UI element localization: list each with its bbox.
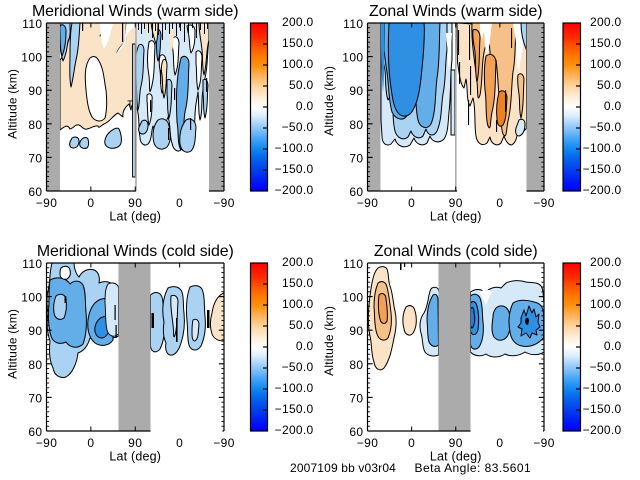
svg-text:100: 100 xyxy=(21,51,42,65)
svg-text:0: 0 xyxy=(87,436,94,450)
svg-text:−90: −90 xyxy=(533,196,555,210)
svg-text:90: 90 xyxy=(128,436,142,450)
svg-text:T: T xyxy=(127,99,133,109)
svg-text:100.0: 100.0 xyxy=(590,57,622,71)
svg-text:60: 60 xyxy=(349,185,363,199)
svg-text:110: 110 xyxy=(343,257,363,271)
svg-text:150.0: 150.0 xyxy=(282,276,314,290)
svg-text:2007109 bb v03r04: 2007109 bb v03r04 xyxy=(290,461,396,475)
svg-text:100.0: 100.0 xyxy=(282,297,314,311)
svg-text:0.0: 0.0 xyxy=(296,339,314,353)
svg-text:−200.0: −200.0 xyxy=(275,183,314,197)
svg-text:90: 90 xyxy=(28,324,42,338)
svg-text:Altitude (km): Altitude (km) xyxy=(5,69,19,139)
svg-text:110: 110 xyxy=(343,17,363,31)
svg-text:Lat (deg): Lat (deg) xyxy=(430,210,482,224)
svg-text:−150.0: −150.0 xyxy=(583,402,622,416)
svg-text:90: 90 xyxy=(449,196,463,210)
svg-text:−50.0: −50.0 xyxy=(590,360,622,374)
svg-text:−200.0: −200.0 xyxy=(583,183,622,197)
svg-text:Meridional Winds (cold side): Meridional Winds (cold side) xyxy=(37,243,234,260)
svg-text:−100.0: −100.0 xyxy=(275,381,314,395)
svg-text:0.0: 0.0 xyxy=(604,99,622,113)
svg-text:0: 0 xyxy=(176,436,183,450)
svg-text:0: 0 xyxy=(176,196,183,210)
svg-text:80: 80 xyxy=(28,118,42,132)
svg-text:90: 90 xyxy=(349,324,363,338)
svg-text:90: 90 xyxy=(449,436,463,450)
svg-text:150.0: 150.0 xyxy=(282,36,314,50)
svg-text:−50.0: −50.0 xyxy=(282,120,314,134)
svg-text:−90: −90 xyxy=(36,436,58,450)
svg-text:−50.0: −50.0 xyxy=(590,120,622,134)
svg-text:−90: −90 xyxy=(36,196,58,210)
svg-text:Altitude (km): Altitude (km) xyxy=(5,309,19,379)
svg-text:0: 0 xyxy=(496,196,503,210)
svg-text:70: 70 xyxy=(349,391,363,405)
svg-text:−100.0: −100.0 xyxy=(275,141,314,155)
svg-text:80: 80 xyxy=(28,358,42,372)
svg-text:−90: −90 xyxy=(357,436,379,450)
svg-text:80: 80 xyxy=(349,118,363,132)
svg-text:−90: −90 xyxy=(357,196,379,210)
svg-text:−200.0: −200.0 xyxy=(275,423,314,437)
svg-text:0: 0 xyxy=(496,436,503,450)
svg-text:−90: −90 xyxy=(213,196,235,210)
svg-text:90: 90 xyxy=(349,84,363,98)
svg-text:Altitude (km): Altitude (km) xyxy=(322,66,336,136)
svg-text:70: 70 xyxy=(28,391,42,405)
svg-text:Meridional Winds (warm side): Meridional Winds (warm side) xyxy=(32,3,238,20)
svg-text:100.0: 100.0 xyxy=(282,57,314,71)
svg-text:Lat (deg): Lat (deg) xyxy=(109,450,161,464)
svg-text:−200.0: −200.0 xyxy=(583,423,622,437)
svg-text:Altitude (km): Altitude (km) xyxy=(322,306,336,376)
svg-text:60: 60 xyxy=(28,185,42,199)
svg-text:0.0: 0.0 xyxy=(296,99,314,113)
svg-text:200.0: 200.0 xyxy=(282,15,314,29)
svg-text:60: 60 xyxy=(28,425,42,439)
svg-text:−100.0: −100.0 xyxy=(583,381,622,395)
svg-text:80: 80 xyxy=(349,358,363,372)
svg-text:50.0: 50.0 xyxy=(597,318,622,332)
svg-text:0: 0 xyxy=(408,196,415,210)
svg-text:100: 100 xyxy=(342,291,363,305)
svg-text:200.0: 200.0 xyxy=(282,255,314,269)
svg-text:Lat (deg): Lat (deg) xyxy=(109,210,161,224)
svg-text:110: 110 xyxy=(22,257,42,271)
svg-text:0: 0 xyxy=(408,436,415,450)
svg-text:110: 110 xyxy=(22,17,42,31)
svg-text:−90: −90 xyxy=(213,436,235,450)
svg-text:Beta Angle: 83.5601: Beta Angle: 83.5601 xyxy=(415,461,532,475)
svg-text:100.0: 100.0 xyxy=(590,297,622,311)
svg-text:Zonal Winds (cold side): Zonal Winds (cold side) xyxy=(374,243,538,260)
svg-text:70: 70 xyxy=(28,151,42,165)
svg-text:70: 70 xyxy=(349,151,363,165)
svg-text:50.0: 50.0 xyxy=(289,78,314,92)
svg-text:200.0: 200.0 xyxy=(590,15,622,29)
svg-text:Zonal Winds (warm side): Zonal Winds (warm side) xyxy=(369,3,542,20)
svg-text:−50.0: −50.0 xyxy=(282,360,314,374)
svg-text:90: 90 xyxy=(128,196,142,210)
svg-text:60: 60 xyxy=(349,425,363,439)
svg-text:100: 100 xyxy=(21,291,42,305)
svg-text:−150.0: −150.0 xyxy=(275,402,314,416)
svg-text:150.0: 150.0 xyxy=(590,36,622,50)
svg-text:−90: −90 xyxy=(533,436,555,450)
svg-text:50.0: 50.0 xyxy=(289,318,314,332)
svg-text:150.0: 150.0 xyxy=(590,276,622,290)
svg-text:−150.0: −150.0 xyxy=(275,162,314,176)
svg-text:0: 0 xyxy=(87,196,94,210)
svg-text:90: 90 xyxy=(28,84,42,98)
svg-text:−150.0: −150.0 xyxy=(583,162,622,176)
svg-text:−100.0: −100.0 xyxy=(583,141,622,155)
svg-text:200.0: 200.0 xyxy=(590,255,622,269)
svg-text:Lat (deg): Lat (deg) xyxy=(430,450,482,464)
svg-text:100: 100 xyxy=(342,51,363,65)
svg-text:0.0: 0.0 xyxy=(604,339,622,353)
svg-text:50.0: 50.0 xyxy=(597,78,622,92)
